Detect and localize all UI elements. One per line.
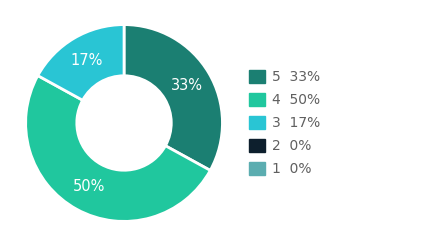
Wedge shape [124, 25, 222, 170]
Text: 50%: 50% [73, 179, 105, 194]
Text: 17%: 17% [71, 53, 103, 68]
Wedge shape [38, 25, 124, 100]
Legend: 5  33%, 4  50%, 3  17%, 2  0%, 1  0%: 5 33%, 4 50%, 3 17%, 2 0%, 1 0% [245, 66, 324, 180]
Text: 33%: 33% [171, 78, 203, 93]
Wedge shape [26, 76, 210, 221]
